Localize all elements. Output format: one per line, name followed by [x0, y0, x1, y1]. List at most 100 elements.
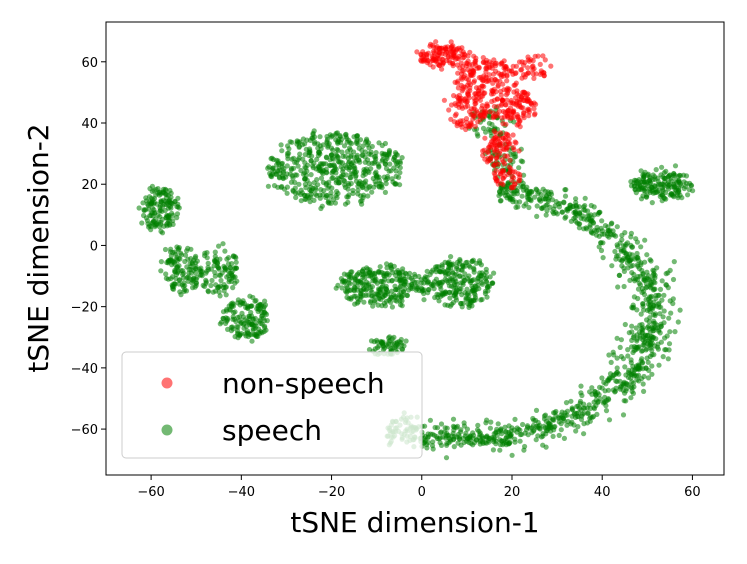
speech-point-1451: [416, 273, 422, 280]
non-speech-point-115: [445, 54, 451, 60]
speech-point-946: [332, 165, 338, 171]
speech-point-1492: [463, 260, 469, 266]
speech-point-2317: [569, 405, 575, 411]
non-speech-point-193: [452, 79, 458, 85]
speech-point-2859: [509, 196, 515, 202]
speech-point-2513: [450, 416, 457, 422]
non-speech-point-381: [532, 111, 538, 117]
speech-point-488: [249, 322, 255, 328]
speech-point-730: [265, 183, 271, 189]
speech-point-336: [217, 256, 223, 262]
ticks-layer: −60 −40 −20 0 20 40 60 −60 −40 −20 0 20 40 60: [71, 56, 701, 500]
speech-point-916: [399, 155, 405, 161]
x-tick-label-6: 60: [684, 485, 701, 500]
speech-point-2743: [529, 430, 535, 436]
speech-point-2444: [648, 258, 654, 264]
speech-point-2862: [649, 276, 655, 282]
speech-point-2698: [545, 189, 551, 195]
speech-point-489: [261, 309, 267, 316]
non-speech-point-467: [471, 95, 477, 101]
speech-point-926: [333, 180, 339, 186]
non-speech-point-380: [521, 97, 527, 103]
speech-point-1127: [371, 298, 378, 304]
non-speech-point-109: [436, 62, 443, 69]
speech-point-1504: [434, 264, 440, 270]
non-speech-point-371: [495, 113, 501, 119]
speech-point-348: [200, 282, 206, 288]
speech-point-492: [248, 303, 254, 309]
speech-point-2426: [667, 298, 673, 304]
speech-point-1894: [589, 385, 595, 391]
speech-point-493: [261, 304, 267, 310]
speech-point-831: [353, 140, 360, 146]
speech-point-1281: [448, 254, 454, 260]
non-speech-point-454: [465, 103, 471, 109]
speech-point-2730: [555, 415, 561, 421]
non-speech-point-233: [511, 82, 517, 88]
non-speech-point-544: [510, 132, 516, 138]
non-speech-point-554: [491, 162, 497, 168]
non-speech-point-118: [425, 58, 431, 64]
non-speech-point-319: [495, 103, 501, 109]
speech-point-1218: [357, 296, 363, 302]
speech-point-2864: [602, 388, 608, 394]
speech-point-1941: [422, 423, 428, 429]
speech-point-1149: [389, 304, 395, 310]
non-speech-point-382: [521, 110, 527, 116]
speech-point-2855: [596, 209, 602, 216]
speech-point-2435: [575, 424, 581, 430]
speech-point-716: [296, 181, 302, 187]
speech-point-1732: [638, 196, 645, 202]
speech-point-995: [339, 160, 345, 166]
speech-point-2835: [572, 414, 579, 420]
speech-point-2599: [568, 398, 574, 404]
non-speech-point-469: [464, 98, 470, 105]
speech-point-1107: [375, 302, 381, 308]
speech-point-2550: [629, 323, 635, 329]
speech-point-2805: [643, 281, 650, 287]
speech-point-2626: [533, 186, 539, 192]
speech-point-2667: [562, 187, 568, 193]
speech-point-1052: [406, 274, 412, 280]
speech-point-913: [353, 174, 359, 180]
non-speech-point-316: [531, 106, 537, 112]
x-tick-label-1: −40: [228, 485, 255, 500]
speech-point-502: [238, 330, 244, 337]
speech-point-888: [286, 150, 292, 156]
speech-point-2874: [522, 443, 528, 450]
non-speech-point-263: [483, 65, 489, 71]
speech-point-1491: [453, 290, 459, 296]
speech-point-351: [216, 289, 222, 295]
non-speech-point-239: [493, 60, 499, 66]
speech-point-136: [154, 201, 160, 207]
speech-point-2503: [618, 337, 625, 343]
speech-point-2845: [652, 320, 658, 326]
speech-point-2326: [614, 253, 620, 259]
speech-point-2720: [643, 297, 649, 303]
speech-point-1202: [399, 303, 405, 309]
speech-point-2732: [491, 439, 497, 445]
non-speech-point-374: [525, 91, 531, 97]
non-speech-point-253: [483, 74, 489, 80]
speech-point-2733: [661, 320, 667, 326]
speech-point-766: [354, 133, 361, 139]
speech-point-1244: [348, 295, 354, 301]
speech-point-2054: [598, 240, 604, 246]
speech-point-2808: [651, 268, 657, 274]
non-speech-point-465: [477, 113, 483, 119]
non-speech-point-105: [430, 57, 436, 64]
speech-point-333: [222, 248, 228, 254]
speech-point-856: [304, 137, 310, 143]
speech-point-118: [157, 214, 163, 220]
speech-point-991: [382, 161, 388, 167]
speech-point-2798: [517, 438, 523, 444]
speech-point-1940: [675, 319, 681, 325]
speech-point-1972: [463, 430, 469, 436]
non-speech-point-597: [510, 184, 517, 191]
x-tick-label-0: −60: [137, 485, 164, 500]
speech-point-2252: [578, 390, 584, 396]
non-speech-point-616: [525, 65, 531, 71]
speech-point-1933: [668, 310, 674, 316]
non-speech-point-355: [510, 108, 516, 115]
speech-point-130: [162, 186, 168, 192]
